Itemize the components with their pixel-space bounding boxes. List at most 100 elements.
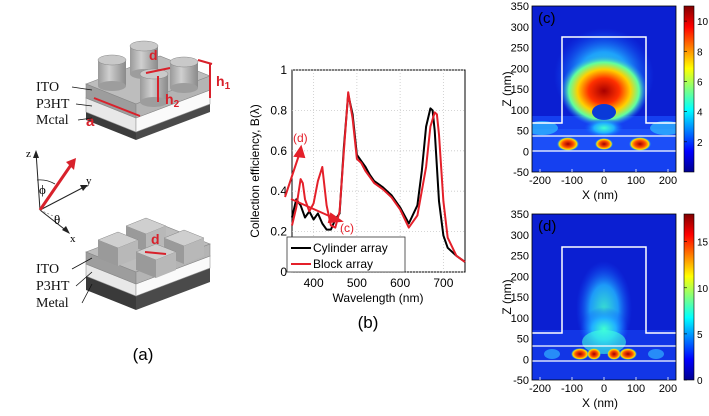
colorbar-tick-label: 15 xyxy=(697,238,709,249)
block-dim-label: d xyxy=(151,231,160,247)
x-tick-label: -100 xyxy=(561,175,583,187)
colorbar xyxy=(683,213,695,381)
y-tick-label: 0.4 xyxy=(270,184,287,198)
y-tick-label: 200 xyxy=(511,271,529,283)
annotation-d: (d) xyxy=(293,131,308,145)
layer-label: ITO xyxy=(36,80,59,95)
dim-a-label: a xyxy=(86,113,95,130)
y-tick-label: -50 xyxy=(513,167,529,179)
layer-label: ITO xyxy=(36,262,59,277)
y-tick-label: 200 xyxy=(511,63,529,75)
colorbar-tick-label: 2 xyxy=(697,138,703,149)
block-device: d xyxy=(85,217,211,310)
x-tick-label: 0 xyxy=(601,175,607,187)
panel-a-label: (a) xyxy=(133,345,154,364)
layer-label: P3HT xyxy=(36,97,70,112)
series-lines xyxy=(291,91,466,263)
x-tick-label: 400 xyxy=(304,276,324,290)
colorbar-tick-label: 8 xyxy=(697,47,703,58)
y-tick-label: 250 xyxy=(511,251,529,263)
panel-d-label: (d) xyxy=(538,218,556,235)
series-line-block xyxy=(291,91,466,263)
y-tick-label: 0 xyxy=(280,265,287,279)
x-tick-label: 600 xyxy=(390,276,410,290)
y-tick-label: 50 xyxy=(517,334,529,346)
legend-label-cylinder: Cylinder array xyxy=(313,241,388,255)
x-tick-label: 700 xyxy=(433,276,453,290)
axis-z-label: z xyxy=(26,148,31,160)
y-tick-label: 250 xyxy=(511,43,529,55)
x-tick-label: -200 xyxy=(529,383,551,395)
dimension-arrows xyxy=(93,59,213,117)
colorbar-ticks: 2 4 6 8 10 xyxy=(684,17,709,149)
layer-label: Mctal xyxy=(36,113,69,128)
colorbar-tick-label: 0 xyxy=(697,376,703,387)
x-tick-label: 0 xyxy=(601,383,607,395)
block-front xyxy=(135,243,177,278)
colorbar-tick-label: 6 xyxy=(697,77,703,88)
phi-label: ϕ xyxy=(39,182,46,197)
colorbar xyxy=(683,5,695,173)
y-tick-label: 150 xyxy=(511,84,529,96)
axis-y-label: y xyxy=(86,175,92,187)
x-tick-label: 200 xyxy=(659,175,677,187)
y-tick-label: 0 xyxy=(523,354,529,366)
layer-label: Metal xyxy=(36,296,69,311)
annotation-c: (c) xyxy=(340,221,354,235)
ticks: -200 -100 0 100 200 -50 0 50 100 150 200 250 300 350 xyxy=(511,1,678,187)
y-axis-label: Collection efficiency, B(λ) xyxy=(248,104,262,238)
block-left xyxy=(97,231,139,266)
block-dim-arrow xyxy=(144,251,167,255)
panel-b-label: (b) xyxy=(358,313,379,332)
x-tick-label: 100 xyxy=(627,175,645,187)
cylinder-right xyxy=(169,56,199,93)
dim-h1-label: h1 xyxy=(216,73,231,92)
layer-label: P3HT xyxy=(36,279,70,294)
ticks: 400 500 600 700 0 0.2 0.4 0.6 0.8 1 xyxy=(270,63,453,290)
panel-c-label: (c) xyxy=(538,10,556,27)
cylinder-device: d h1 h2 a xyxy=(85,40,231,140)
legend: Cylinder array Block array xyxy=(286,236,406,273)
y-tick-label: 0 xyxy=(523,146,529,158)
chart-c: -200 -100 0 100 200-50050100150200250300350 … xyxy=(500,1,709,202)
x-axis-label: Wavelength (nm) xyxy=(333,291,424,305)
colorbar-ticks: 0 5 10 15 xyxy=(684,238,709,387)
y-tick-label: 0.2 xyxy=(270,225,287,239)
x-tick-label: 100 xyxy=(627,383,645,395)
y-tick-label: 100 xyxy=(511,105,529,117)
x-tick-label: -100 xyxy=(561,383,583,395)
panel-a: d h1 h2 a ITO P3HT Mctal z y xyxy=(26,40,231,364)
x-tick-label: 500 xyxy=(347,276,367,290)
dim-h2-label: h2 xyxy=(165,91,180,110)
colorbar-tick-label: 10 xyxy=(697,17,709,28)
y-tick-label: 1 xyxy=(280,63,287,77)
x-tick-label: 200 xyxy=(659,383,677,395)
cylinder-left xyxy=(97,54,127,91)
y-tick-label: -50 xyxy=(513,375,529,387)
y-tick-label: 100 xyxy=(511,313,529,325)
block-layer-labels: ITO P3HT Metal xyxy=(36,257,93,311)
chart-b: 400 500 600 700 0 0.2 0.4 0.6 0.8 1 (d) (c) Cylin… xyxy=(248,63,466,332)
dim-d-label: d xyxy=(149,47,158,63)
y-tick-label: 300 xyxy=(511,22,529,34)
chart-d: -200 -100 0 100 200-50050100150200250300350 … xyxy=(500,209,709,410)
y-tick-label: 0.8 xyxy=(270,103,287,117)
x-axis-label: X (nm) xyxy=(582,396,618,410)
y-tick-label: 300 xyxy=(511,230,529,242)
y-tick-label: 350 xyxy=(511,209,529,221)
cylinder-front xyxy=(139,68,169,107)
theta-label: θ xyxy=(54,212,60,227)
y-axis-label: Z (nm) xyxy=(500,71,514,106)
colorbar-tick-label: 4 xyxy=(697,108,703,119)
x-tick-label: -200 xyxy=(529,175,551,187)
y-tick-label: 50 xyxy=(517,126,529,138)
ticks: -200 -100 0 100 200 -50 0 50 100 150 200 250 300 350 xyxy=(511,209,678,395)
x-axis-label: X (nm) xyxy=(582,188,618,202)
y-tick-label: 0.6 xyxy=(270,144,287,158)
block-back xyxy=(125,217,167,252)
colorbar-tick-label: 5 xyxy=(697,330,703,341)
axis-x-label: x xyxy=(70,233,76,245)
coordinate-axes: z y x ϕ θ xyxy=(26,148,92,245)
y-tick-label: 150 xyxy=(511,292,529,304)
